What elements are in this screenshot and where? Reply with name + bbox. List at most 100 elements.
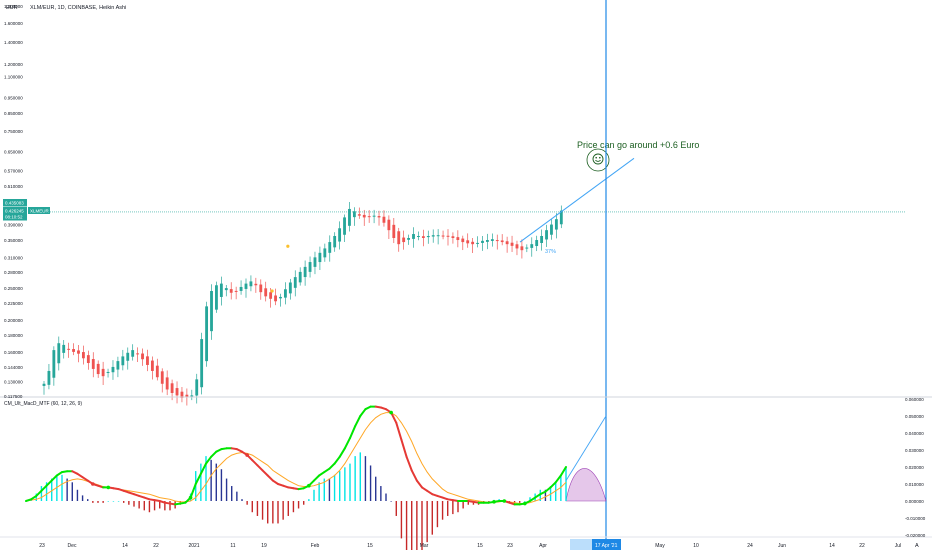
candle-body[interactable] [96,363,100,375]
candle-body[interactable] [525,247,529,249]
candle-body[interactable] [259,284,263,293]
candle-body[interactable] [397,231,401,245]
macd-line-segment[interactable] [30,494,38,501]
macd-line-segment[interactable] [251,459,259,467]
candle-body[interactable] [318,252,322,263]
candle-body[interactable] [505,241,509,245]
candle-body[interactable] [180,391,184,398]
macd-line-segment[interactable] [333,455,341,465]
macd-signal-line[interactable] [25,412,567,505]
candle-body[interactable] [249,281,253,287]
macd-line-segment[interactable] [194,472,202,485]
candle-body[interactable] [219,283,223,297]
macd-line-segment[interactable] [400,438,408,458]
candle-body[interactable] [535,240,539,247]
macd-line-segment[interactable] [415,479,423,489]
annotation-text[interactable]: Price can go around +0.6 Euro [577,140,699,150]
candle-body[interactable] [86,355,90,364]
macd-line-segment[interactable] [261,469,269,477]
candle-body[interactable] [545,230,548,240]
candle-body[interactable] [190,395,194,397]
candle-body[interactable] [485,240,489,242]
candle-body[interactable] [165,377,169,390]
candle-body[interactable] [456,237,460,241]
candle-body[interactable] [426,235,430,238]
candle-body[interactable] [303,266,307,278]
candle-body[interactable] [402,237,406,243]
candle-body[interactable] [116,361,120,370]
candle-body[interactable] [264,288,268,297]
macd-line-segment[interactable] [554,474,562,484]
candle-body[interactable] [274,295,277,302]
macd-line-segment[interactable] [421,486,429,492]
candle-body[interactable] [81,352,85,359]
macd-line-segment[interactable] [328,462,336,470]
candle-body[interactable] [200,339,204,388]
candle-body[interactable] [244,283,248,289]
candle-body[interactable] [229,289,233,293]
macd-line-segment[interactable] [40,484,48,492]
candle-body[interactable] [215,285,218,310]
candle-body[interactable] [308,262,312,272]
candle-body[interactable] [62,344,66,353]
candle-body[interactable] [421,236,425,238]
macd-line-segment[interactable] [318,471,326,477]
macd-line-segment[interactable] [354,415,362,428]
macd-line-segment[interactable] [271,479,279,485]
candle-body[interactable] [550,224,553,235]
candle-body[interactable] [357,214,361,216]
candle-body[interactable] [495,240,499,242]
macd-line-segment[interactable] [256,464,264,472]
candle-body[interactable] [47,370,51,385]
macd-line-segment[interactable] [343,437,351,450]
candle-body[interactable] [559,210,563,225]
candle-body[interactable] [490,239,494,241]
candle-body[interactable] [481,240,484,243]
candle-body[interactable] [269,292,273,299]
candle-body[interactable] [362,214,366,218]
candle-body[interactable] [382,216,386,223]
candle-body[interactable] [471,241,475,245]
candle-body[interactable] [461,238,465,243]
candle-body[interactable] [451,236,455,238]
macd-line-segment[interactable] [544,486,552,493]
candle-body[interactable] [283,289,287,298]
candle-body[interactable] [328,242,332,253]
macd-line-segment[interactable] [35,489,43,497]
macd-line-segment[interactable] [390,411,398,424]
candle-body[interactable] [323,248,327,258]
macd-line-segment[interactable] [323,467,331,474]
candle-body[interactable] [175,388,179,396]
macd-line-segment[interactable] [426,489,434,496]
candle-body[interactable] [195,379,199,396]
macd-line-segment[interactable] [189,483,197,499]
candle-body[interactable] [160,371,164,384]
forecast-trend-line[interactable] [519,157,635,243]
candle-body[interactable] [185,394,189,397]
candle-body[interactable] [387,219,391,231]
candle-body[interactable] [417,235,420,237]
candle-body[interactable] [288,282,292,294]
macd-line-segment[interactable] [410,469,418,482]
candle-body[interactable] [136,353,140,355]
macd-line-segment[interactable] [45,479,53,487]
candle-body[interactable] [412,234,415,239]
candle-body[interactable] [466,240,470,244]
candle-body[interactable] [540,235,544,243]
candle-body[interactable] [338,228,342,242]
candle-body[interactable] [367,216,371,218]
candle-body[interactable] [254,283,258,286]
candle-body[interactable] [436,235,440,237]
macd-forecast-line[interactable] [565,415,607,481]
candle-body[interactable] [333,235,337,248]
candle-body[interactable] [111,366,115,373]
candle-body[interactable] [77,350,80,354]
macd-line-segment[interactable] [359,408,367,417]
macd-line-segment[interactable] [338,447,346,458]
candle-body[interactable] [441,235,445,237]
candle-body[interactable] [170,383,174,393]
candle-body[interactable] [210,290,213,332]
candle-body[interactable] [239,286,243,291]
candle-body[interactable] [126,352,130,361]
candle-body[interactable] [372,215,376,217]
